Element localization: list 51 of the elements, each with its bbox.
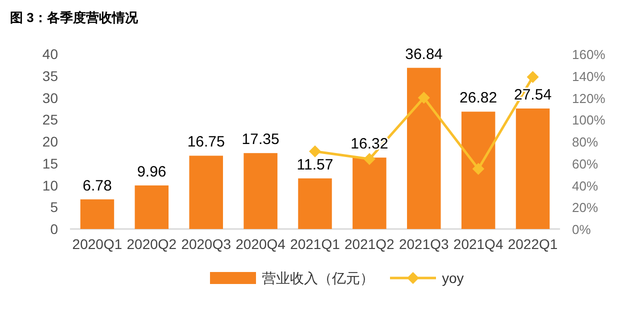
y2-tick-label: 120% [572, 90, 606, 106]
y2-tick-label: 40% [572, 178, 598, 194]
legend-label: yoy [442, 270, 464, 286]
y2-tick-label: 160% [572, 47, 606, 62]
y-tick-label: 25 [42, 112, 58, 128]
bar [407, 68, 441, 229]
data-label: 6.78 [82, 177, 112, 194]
data-label: 11.57 [296, 156, 334, 174]
bar [461, 112, 496, 229]
bar [134, 185, 169, 229]
y2-tick-label: 140% [572, 68, 606, 84]
x-tick-label: 2021Q4 [453, 236, 504, 252]
y-tick-label: 40 [42, 46, 58, 62]
point [472, 162, 484, 175]
x-tick-label: 2021Q2 [344, 236, 395, 252]
data-label: 26.82 [460, 90, 498, 107]
point [363, 153, 376, 165]
x-tick-label: 2020Q2 [126, 236, 177, 252]
point [309, 145, 321, 158]
legend-label: 营业收入（亿元） [262, 270, 374, 286]
data-label: 17.35 [242, 131, 280, 148]
data-label: 9.96 [137, 163, 166, 180]
point [418, 92, 430, 104]
bar [352, 158, 386, 229]
y2-tick-label: 80% [572, 134, 598, 150]
y-tick-label: 5 [50, 199, 58, 216]
x-tick-label: 2021Q3 [398, 236, 450, 252]
y2-tick-label: 0% [572, 222, 592, 237]
y-tick-label: 35 [42, 68, 58, 84]
bar [516, 108, 550, 229]
bar [189, 156, 223, 229]
x-tick-label: 2020Q4 [236, 236, 286, 252]
chart-title: 图 3：各季度营收情况 [10, 10, 139, 25]
point [526, 70, 539, 83]
y2-tick-label: 100% [572, 112, 606, 128]
x-tick-label: 2020Q3 [181, 236, 232, 252]
x-tick-label: 2022Q1 [508, 236, 558, 252]
y2-tick-label: 60% [572, 156, 598, 172]
x-tick-label: 2020Q1 [72, 236, 122, 252]
y-tick-label: 20 [42, 134, 58, 150]
data-label: 16.75 [187, 134, 225, 151]
y-tick-label: 30 [42, 90, 58, 106]
bar [244, 153, 278, 229]
y-tick-label: 0 [50, 221, 58, 237]
y2-tick-label: 20% [572, 200, 598, 216]
data-label: 36.84 [405, 46, 443, 63]
bar [80, 199, 114, 229]
y-tick-label: 15 [42, 155, 58, 172]
x-tick-label: 2021Q1 [290, 236, 340, 252]
y-tick-label: 10 [42, 177, 58, 194]
bar [298, 178, 332, 229]
